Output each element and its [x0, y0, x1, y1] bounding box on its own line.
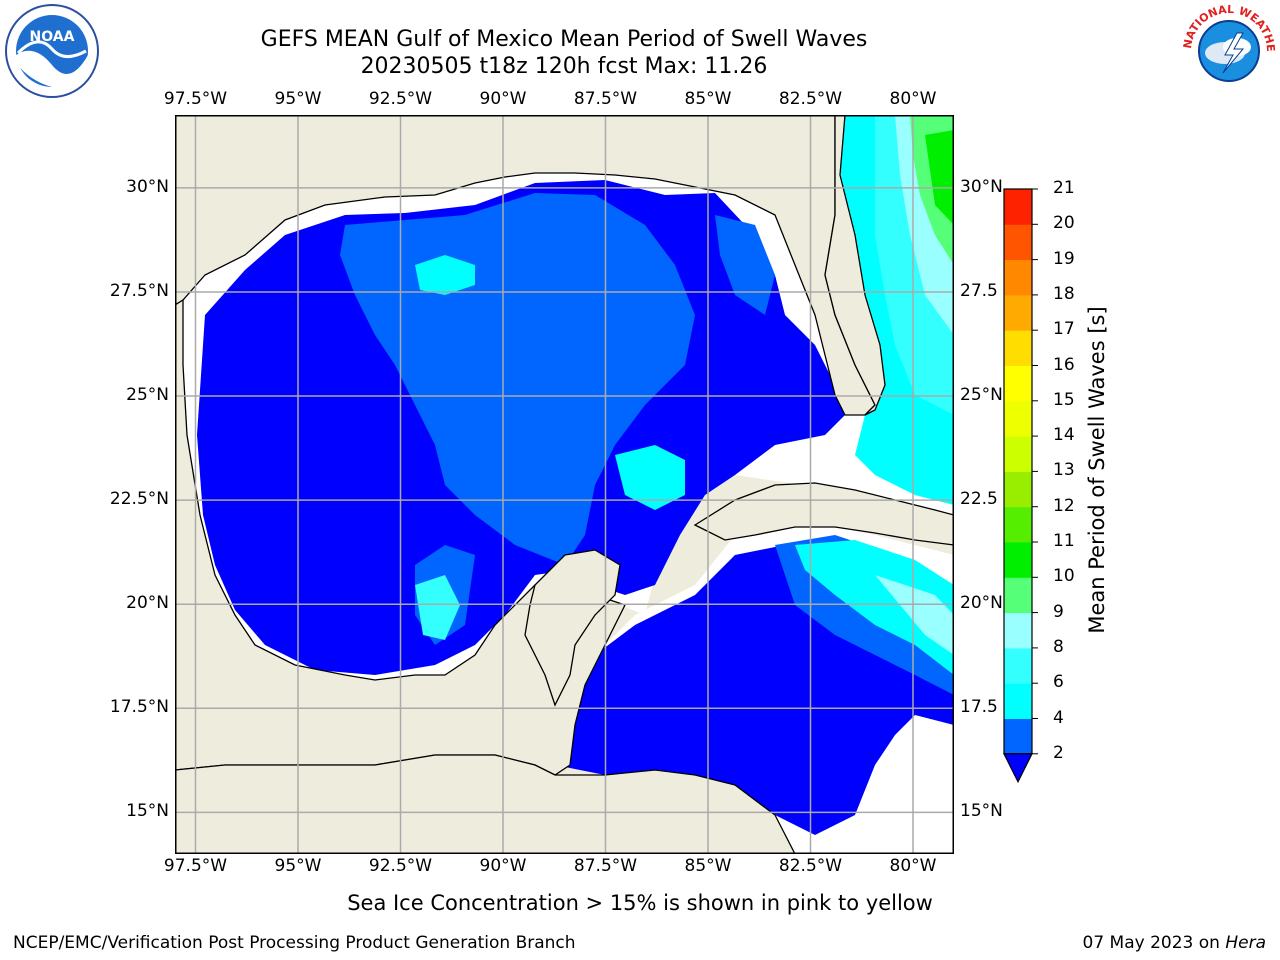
colorbar-tick-label: 2	[1053, 742, 1064, 763]
colorbar-segment	[1004, 330, 1032, 366]
colorbar-segment	[1004, 506, 1032, 543]
swell-field-blue-2	[715, 215, 775, 315]
colorbar-segment	[1004, 718, 1032, 755]
graticule	[175, 115, 954, 854]
latitude-label: 27.5°N	[109, 280, 169, 301]
colorbar-tick-label: 12	[1053, 495, 1075, 516]
chart-subtitle: 20230505 t18z 120h fcst Max: 11.26	[360, 54, 768, 79]
swell-field-cyan-1	[415, 255, 475, 295]
colorbar-segment	[1004, 542, 1032, 578]
latitude-label: 20°N	[126, 593, 169, 614]
latitude-label: 17.5°N	[109, 697, 169, 718]
colorbar-under-extension	[1003, 753, 1033, 784]
colorbar-tick-label: 16	[1053, 354, 1075, 375]
colorbar-tick-label: 8	[1053, 636, 1064, 657]
longitude-label: 82.5°W	[778, 89, 843, 109]
colorbar-segment	[1004, 294, 1032, 331]
colorbar-segment	[1004, 189, 1032, 225]
longitude-label: 85°W	[684, 856, 732, 876]
colorbar	[1003, 188, 1038, 784]
latitude-label: 22.5	[960, 489, 998, 510]
longitude-label: 97.5°W	[163, 89, 228, 109]
longitude-label: 90°W	[479, 89, 527, 109]
colorbar-tick-label: 6	[1053, 672, 1064, 693]
latitude-label: 15°N	[960, 801, 1003, 822]
colorbar-tick-label: 13	[1053, 460, 1075, 481]
colorbar-segment	[1004, 647, 1032, 684]
colorbar-tick-label: 11	[1053, 531, 1075, 551]
swell-field-cyan-3	[415, 575, 460, 640]
colorbar-tick-label: 18	[1053, 283, 1075, 304]
colorbar-tick-label: 14	[1053, 425, 1075, 446]
longitude-label: 90°W	[479, 856, 527, 876]
map-frame	[175, 115, 954, 854]
colorbar-segment	[1004, 471, 1032, 508]
longitude-label: 80°W	[889, 89, 937, 109]
colorbar-segment	[1004, 224, 1032, 261]
longitude-label: 97.5°W	[163, 856, 228, 876]
land-cuba	[693, 482, 954, 546]
longitude-label: 95°W	[274, 89, 322, 109]
longitude-label: 92.5°W	[368, 89, 433, 109]
colorbar-segment	[1004, 365, 1032, 402]
colorbar-tick-label: 21	[1053, 178, 1075, 198]
caribbean-swell-lightcyan	[875, 575, 954, 655]
latitude-label: 27.5	[960, 280, 998, 301]
longitude-label: 87.5°W	[573, 856, 638, 876]
credit-line: NCEP/EMC/Verification Post Processing Pr…	[13, 933, 576, 953]
date-line: 07 May 2023 on Hera	[1083, 933, 1267, 953]
latitude-label: 30°N	[960, 176, 1003, 197]
longitude-label: 92.5°W	[368, 856, 433, 876]
colorbar-segment	[1004, 683, 1032, 719]
chart-title: GEFS MEAN Gulf of Mexico Mean Period of …	[260, 27, 868, 52]
map-area	[175, 115, 954, 854]
land-florida-east	[824, 115, 886, 416]
caribbean-swell-cyan	[795, 540, 954, 675]
longitude-label: 80°W	[889, 856, 937, 876]
latitude-label: 25°N	[126, 385, 169, 406]
latitude-label: 22.5°N	[109, 489, 169, 510]
latitude-label: 30°N	[126, 176, 169, 197]
noaa-logo: NOAA	[5, 4, 99, 98]
longitude-label: 95°W	[274, 856, 322, 876]
land-central-america	[175, 754, 796, 854]
latitude-label: 17.5	[960, 697, 998, 718]
colorbar-tick-label: 9	[1053, 601, 1064, 622]
colorbar-tick-label: 17	[1053, 319, 1075, 340]
land-yucatan	[524, 549, 621, 707]
date-text: 07 May 2023 on	[1082, 933, 1220, 953]
colorbar-tick-label: 4	[1053, 707, 1064, 728]
colorbar-tick-label: 15	[1053, 389, 1075, 410]
longitude-label: 87.5°W	[573, 89, 638, 109]
latitude-label: 20°N	[960, 593, 1003, 614]
colorbar-segment	[1004, 259, 1032, 296]
colorbar-tick-label: 19	[1053, 248, 1075, 269]
nws-logo: NATIONAL WEATHER SERVICE	[1181, 3, 1277, 97]
sea-ice-note: Sea Ice Concentration > 15% is shown in …	[347, 891, 933, 915]
latitude-label: 15°N	[126, 801, 169, 822]
colorbar-segment	[1004, 577, 1032, 614]
host-name: Hera	[1225, 933, 1266, 953]
colorbar-segment	[1004, 612, 1032, 649]
colorbar-title: Mean Period of Swell Waves [s]	[1085, 306, 1109, 634]
swell-field-cyan-2	[615, 445, 685, 510]
colorbar-segment	[1004, 436, 1032, 472]
svg-text:NOAA: NOAA	[30, 29, 75, 45]
longitude-label: 85°W	[684, 89, 732, 109]
colorbar-segment	[1004, 400, 1032, 437]
latitude-label: 25°N	[960, 385, 1003, 406]
colorbar-tick-label: 20	[1053, 213, 1075, 234]
colorbar-tick-label: 10	[1053, 566, 1075, 587]
atlantic-swell-green-2	[925, 130, 954, 225]
longitude-label: 82.5°W	[778, 856, 843, 876]
